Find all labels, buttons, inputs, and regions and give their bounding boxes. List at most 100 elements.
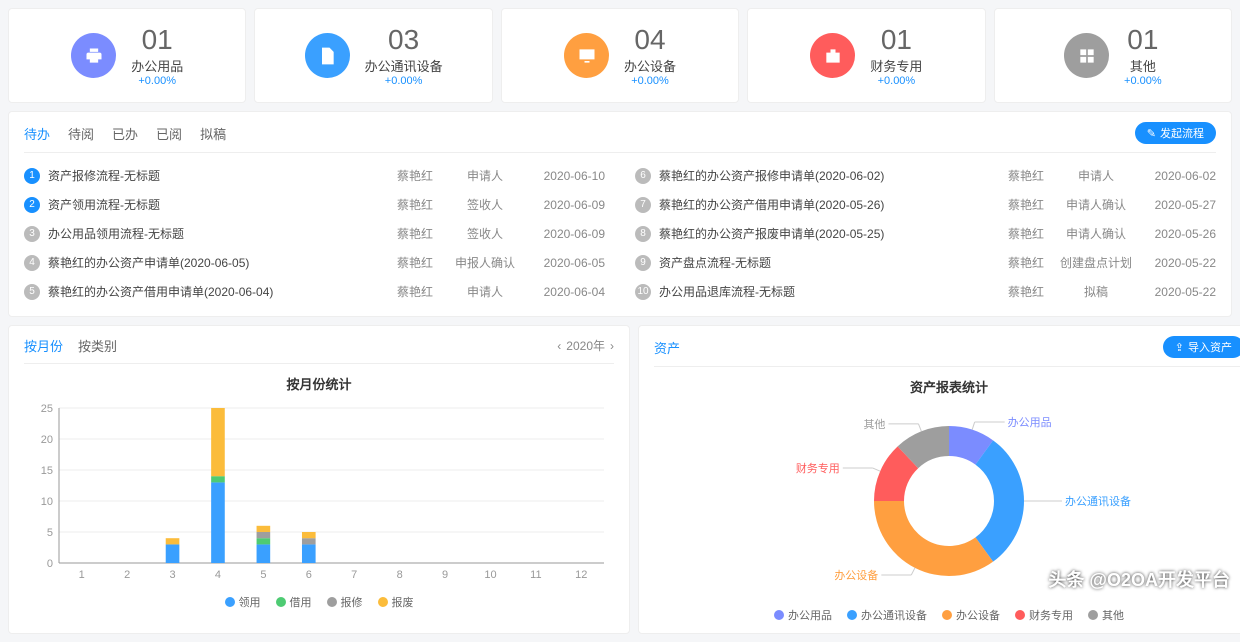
asset-tab[interactable]: 资产: [654, 338, 680, 357]
task-badge: 10: [635, 284, 651, 300]
svg-text:10: 10: [484, 569, 496, 581]
task-row[interactable]: 2 资产领用流程-无标题 蔡艳红 签收人 2020-06-09: [24, 190, 605, 219]
task-person: 蔡艳红: [385, 196, 445, 213]
import-asset-button[interactable]: ⇪ 导入资产: [1163, 336, 1240, 358]
task-date: 2020-06-09: [525, 198, 605, 212]
import-icon: ⇪: [1175, 341, 1184, 354]
task-badge: 3: [24, 226, 40, 242]
task-row[interactable]: 10 办公用品退库流程-无标题 蔡艳红 拟稿 2020-05-22: [635, 277, 1216, 306]
task-role: 创建盘点计划: [1056, 254, 1136, 271]
legend-item[interactable]: 报修: [327, 594, 363, 610]
task-title: 蔡艳红的办公资产申请单(2020-06-05): [48, 254, 385, 271]
stat-label: 办公设备: [624, 56, 676, 75]
task-badge: 1: [24, 168, 40, 184]
plus-icon: ✎: [1147, 127, 1156, 140]
svg-text:5: 5: [260, 569, 266, 581]
donut-chart-panel: 资产 ⇪ 导入资产 资产报表统计 办公用品办公通讯设备办公设备财务专用其他 办公…: [638, 325, 1240, 634]
printer-icon: [71, 33, 116, 78]
bar-tab-0[interactable]: 按月份: [24, 336, 63, 355]
task-title: 资产报修流程-无标题: [48, 167, 385, 184]
year-label: 2020年: [566, 337, 605, 354]
legend-item[interactable]: 办公用品: [774, 607, 832, 623]
tab-4[interactable]: 拟稿: [200, 124, 226, 143]
tab-3[interactable]: 已阅: [156, 124, 182, 143]
stat-percent: +0.00%: [624, 75, 676, 87]
bar-tab-1[interactable]: 按类别: [78, 336, 117, 355]
task-row[interactable]: 5 蔡艳红的办公资产借用申请单(2020-06-04) 蔡艳红 申请人 2020…: [24, 277, 605, 306]
task-row[interactable]: 1 资产报修流程-无标题 蔡艳红 申请人 2020-06-10: [24, 161, 605, 190]
task-date: 2020-05-27: [1136, 198, 1216, 212]
task-date: 2020-06-04: [525, 285, 605, 299]
task-role: 申请人: [445, 283, 525, 300]
task-row[interactable]: 9 资产盘点流程-无标题 蔡艳红 创建盘点计划 2020-05-22: [635, 248, 1216, 277]
svg-text:25: 25: [41, 403, 53, 415]
task-date: 2020-06-05: [525, 256, 605, 270]
briefcase-icon: [810, 33, 855, 78]
task-title: 办公用品领用流程-无标题: [48, 225, 385, 242]
stat-number: 01: [131, 24, 183, 56]
task-row[interactable]: 6 蔡艳红的办公资产报修申请单(2020-06-02) 蔡艳红 申请人 2020…: [635, 161, 1216, 190]
stat-number: 01: [870, 24, 922, 56]
legend-item[interactable]: 财务专用: [1015, 607, 1073, 623]
task-role: 申请人确认: [1056, 196, 1136, 213]
stat-card-3[interactable]: 01 财务专用 +0.00%: [747, 8, 985, 103]
tasks-panel: 待办待阅已办已阅拟稿 ✎ 发起流程 1 资产报修流程-无标题 蔡艳红 申请人 2…: [8, 111, 1232, 317]
task-person: 蔡艳红: [996, 167, 1056, 184]
legend-item[interactable]: 领用: [225, 594, 261, 610]
task-role: 申报人确认: [445, 254, 525, 271]
chevron-left-icon: ‹: [557, 339, 561, 353]
stat-card-2[interactable]: 04 办公设备 +0.00%: [501, 8, 739, 103]
task-row[interactable]: 7 蔡艳红的办公资产借用申请单(2020-05-26) 蔡艳红 申请人确认 20…: [635, 190, 1216, 219]
task-role: 申请人确认: [1056, 225, 1136, 242]
task-row[interactable]: 8 蔡艳红的办公资产报废申请单(2020-05-25) 蔡艳红 申请人确认 20…: [635, 219, 1216, 248]
svg-text:12: 12: [575, 569, 587, 581]
task-row[interactable]: 3 办公用品领用流程-无标题 蔡艳红 签收人 2020-06-09: [24, 219, 605, 248]
task-person: 蔡艳红: [385, 225, 445, 242]
tab-1[interactable]: 待阅: [68, 124, 94, 143]
task-person: 蔡艳红: [385, 254, 445, 271]
stat-number: 01: [1124, 24, 1162, 56]
svg-text:8: 8: [397, 569, 403, 581]
svg-text:0: 0: [47, 558, 53, 570]
year-selector[interactable]: ‹ 2020年 ›: [557, 337, 614, 354]
task-person: 蔡艳红: [996, 225, 1056, 242]
task-person: 蔡艳红: [996, 283, 1056, 300]
task-row[interactable]: 4 蔡艳红的办公资产申请单(2020-06-05) 蔡艳红 申报人确认 2020…: [24, 248, 605, 277]
svg-text:1: 1: [79, 569, 85, 581]
legend-item[interactable]: 借用: [276, 594, 312, 610]
tab-0[interactable]: 待办: [24, 124, 50, 143]
legend-item[interactable]: 办公设备: [942, 607, 1000, 623]
legend-item[interactable]: 其他: [1088, 607, 1124, 623]
task-badge: 8: [635, 226, 651, 242]
task-badge: 7: [635, 197, 651, 213]
task-role: 申请人: [1056, 167, 1136, 184]
stat-percent: +0.00%: [870, 75, 922, 87]
svg-text:办公通讯设备: 办公通讯设备: [1065, 494, 1131, 508]
donut-chart: 办公用品办公通讯设备办公设备财务专用其他: [654, 406, 1240, 596]
task-title: 资产盘点流程-无标题: [659, 254, 996, 271]
task-person: 蔡艳红: [996, 254, 1056, 271]
launch-label: 发起流程: [1160, 125, 1204, 141]
stat-number: 04: [624, 24, 676, 56]
svg-text:10: 10: [41, 496, 53, 508]
task-badge: 5: [24, 284, 40, 300]
stat-card-0[interactable]: 01 办公用品 +0.00%: [8, 8, 246, 103]
donut-chart-title: 资产报表统计: [654, 377, 1240, 396]
legend-item[interactable]: 办公通讯设备: [847, 607, 927, 623]
stat-card-4[interactable]: 01 其他 +0.00%: [994, 8, 1232, 103]
tab-2[interactable]: 已办: [112, 124, 138, 143]
stat-label: 办公通讯设备: [365, 56, 443, 75]
legend-item[interactable]: 报废: [378, 594, 414, 610]
stat-label: 办公用品: [131, 56, 183, 75]
launch-workflow-button[interactable]: ✎ 发起流程: [1135, 122, 1216, 144]
task-role: 签收人: [445, 225, 525, 242]
task-date: 2020-06-09: [525, 227, 605, 241]
task-title: 蔡艳红的办公资产借用申请单(2020-05-26): [659, 196, 996, 213]
grid-icon: [1064, 33, 1109, 78]
task-person: 蔡艳红: [385, 167, 445, 184]
task-date: 2020-05-22: [1136, 285, 1216, 299]
task-role: 签收人: [445, 196, 525, 213]
task-badge: 2: [24, 197, 40, 213]
stat-card-1[interactable]: 03 办公通讯设备 +0.00%: [254, 8, 492, 103]
task-title: 资产领用流程-无标题: [48, 196, 385, 213]
